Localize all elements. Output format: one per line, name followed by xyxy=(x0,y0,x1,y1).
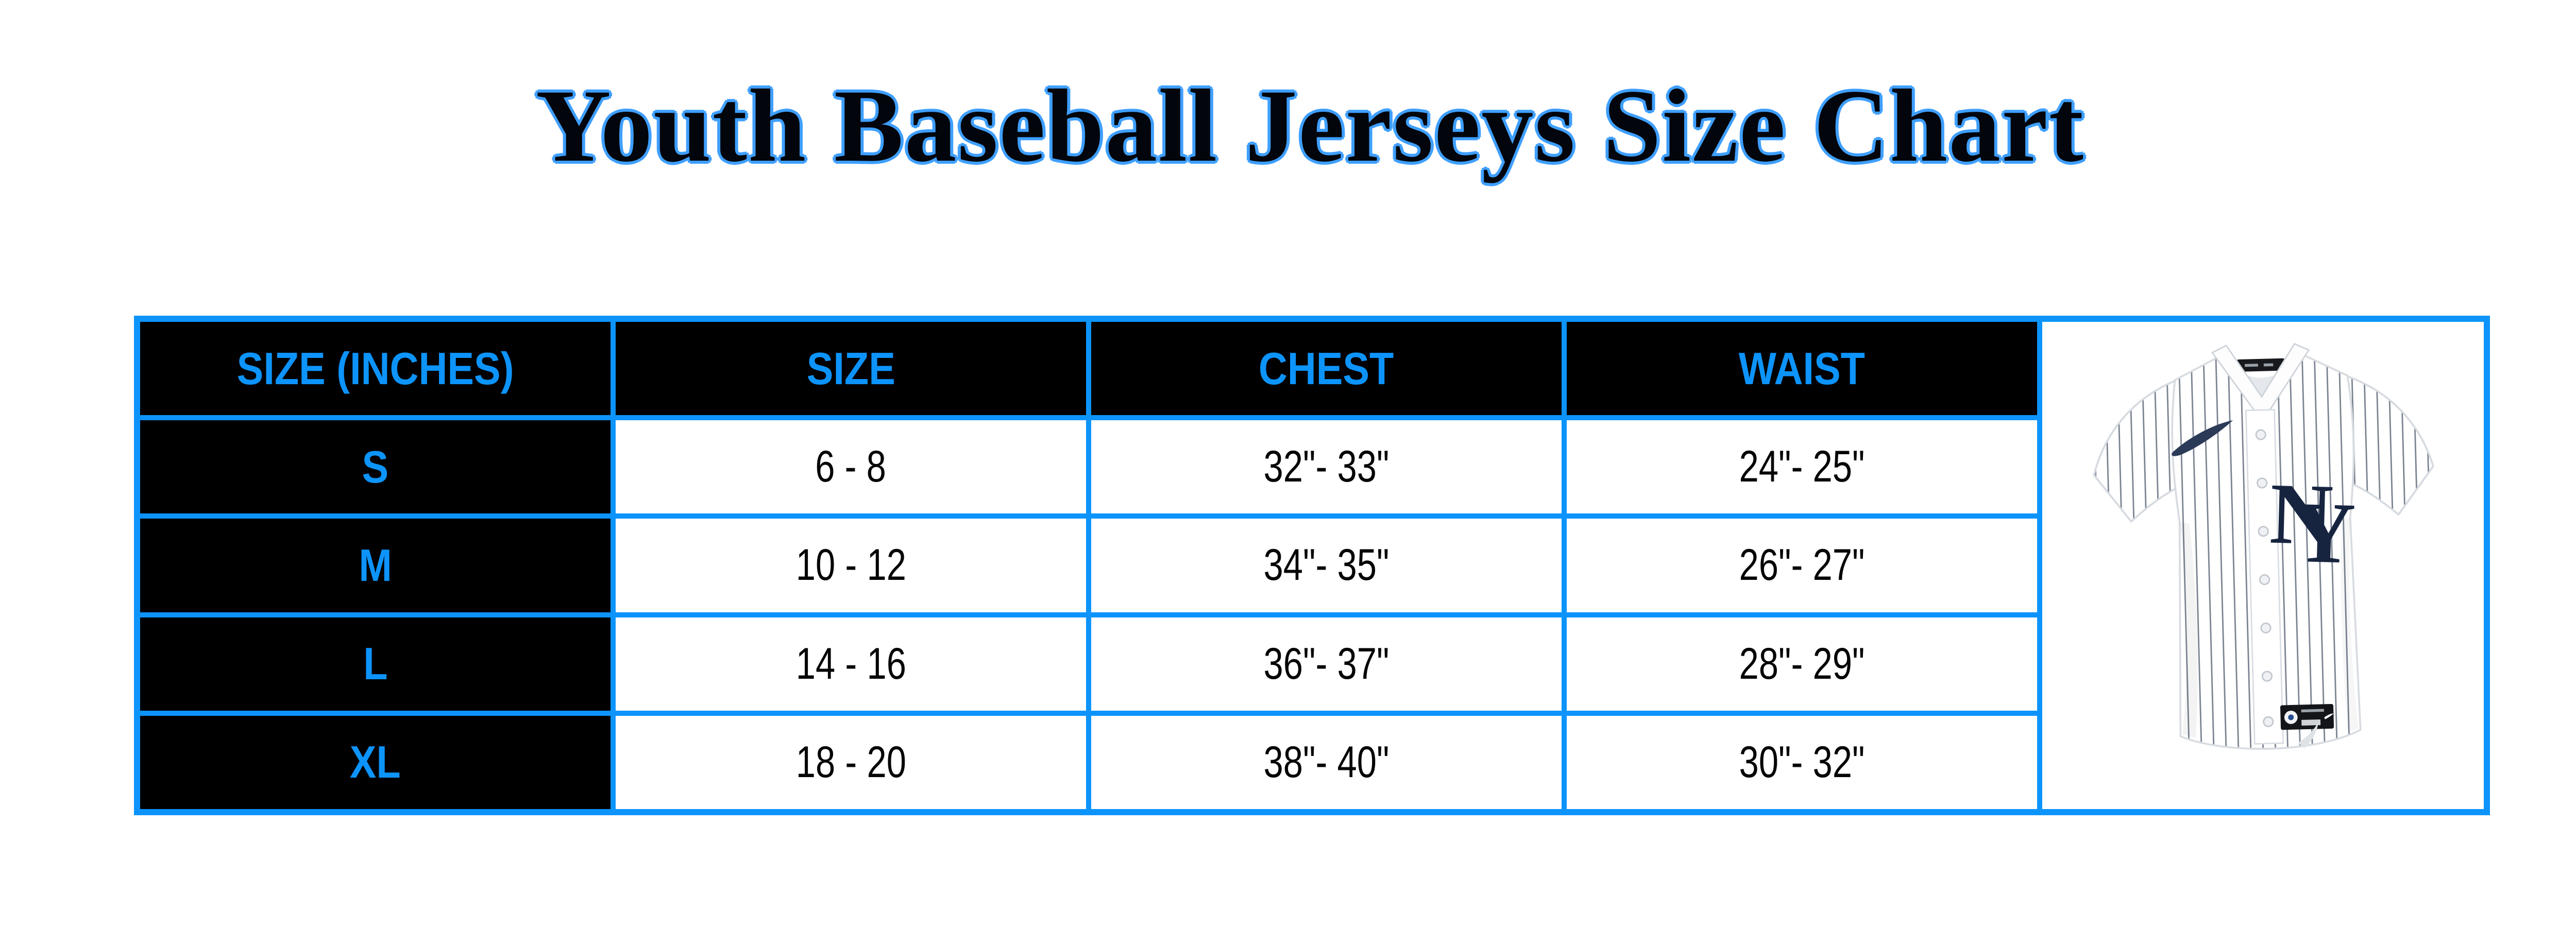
jersey-left-sleeve xyxy=(2092,379,2187,523)
jersey-right-sleeve xyxy=(2338,374,2434,516)
jock-tag xyxy=(2280,703,2334,730)
row-s-chest: 32"- 33" xyxy=(1091,420,1562,514)
ny-logo: N Y xyxy=(2268,465,2356,582)
row-xl-chest: 38"- 40" xyxy=(1091,715,1562,809)
jersey-buttons xyxy=(2255,429,2274,728)
column-header-size: SIZE xyxy=(616,322,1086,416)
row-l-waist: 28"- 29" xyxy=(1567,617,2037,711)
row-l-size: 14 - 16 xyxy=(616,617,1086,711)
row-label-xl: XL xyxy=(140,715,611,809)
size-chart-table: N Y SIZE (INC xyxy=(134,316,2490,815)
fold-shading-right xyxy=(2341,518,2359,732)
jersey-image-cell: N Y xyxy=(2042,322,2484,809)
row-s-waist: 24"- 25" xyxy=(1567,420,2037,514)
jersey-inner-collar xyxy=(2219,354,2301,416)
page-title: Youth Baseball Jerseys Size Chart xyxy=(535,68,2085,183)
column-header-waist: WAIST xyxy=(1567,322,2037,416)
collar-tag xyxy=(2236,358,2285,372)
fold-shading-left xyxy=(2179,522,2198,738)
row-l-chest: 36"- 37" xyxy=(1091,617,1562,711)
hem-split xyxy=(2298,721,2318,748)
row-label-l: L xyxy=(140,617,611,711)
row-xl-size: 18 - 20 xyxy=(616,715,1086,809)
row-m-size: 10 - 12 xyxy=(616,519,1086,612)
row-label-s: S xyxy=(140,420,611,514)
row-m-waist: 26"- 27" xyxy=(1567,519,2037,612)
row-xl-waist: 30"- 32" xyxy=(1567,715,2037,809)
row-m-chest: 34"- 35" xyxy=(1091,519,1562,612)
column-header-size-inches: SIZE (INCHES) xyxy=(140,322,611,416)
row-s-size: 6 - 8 xyxy=(616,420,1086,514)
ny-logo-y: Y xyxy=(2291,484,2356,582)
ny-logo-n: N xyxy=(2268,465,2334,563)
nike-swoosh-icon xyxy=(2171,420,2233,456)
jersey-illustration: N Y xyxy=(2092,342,2434,750)
column-header-chest: CHEST xyxy=(1091,322,1562,416)
row-label-m: M xyxy=(140,519,611,612)
